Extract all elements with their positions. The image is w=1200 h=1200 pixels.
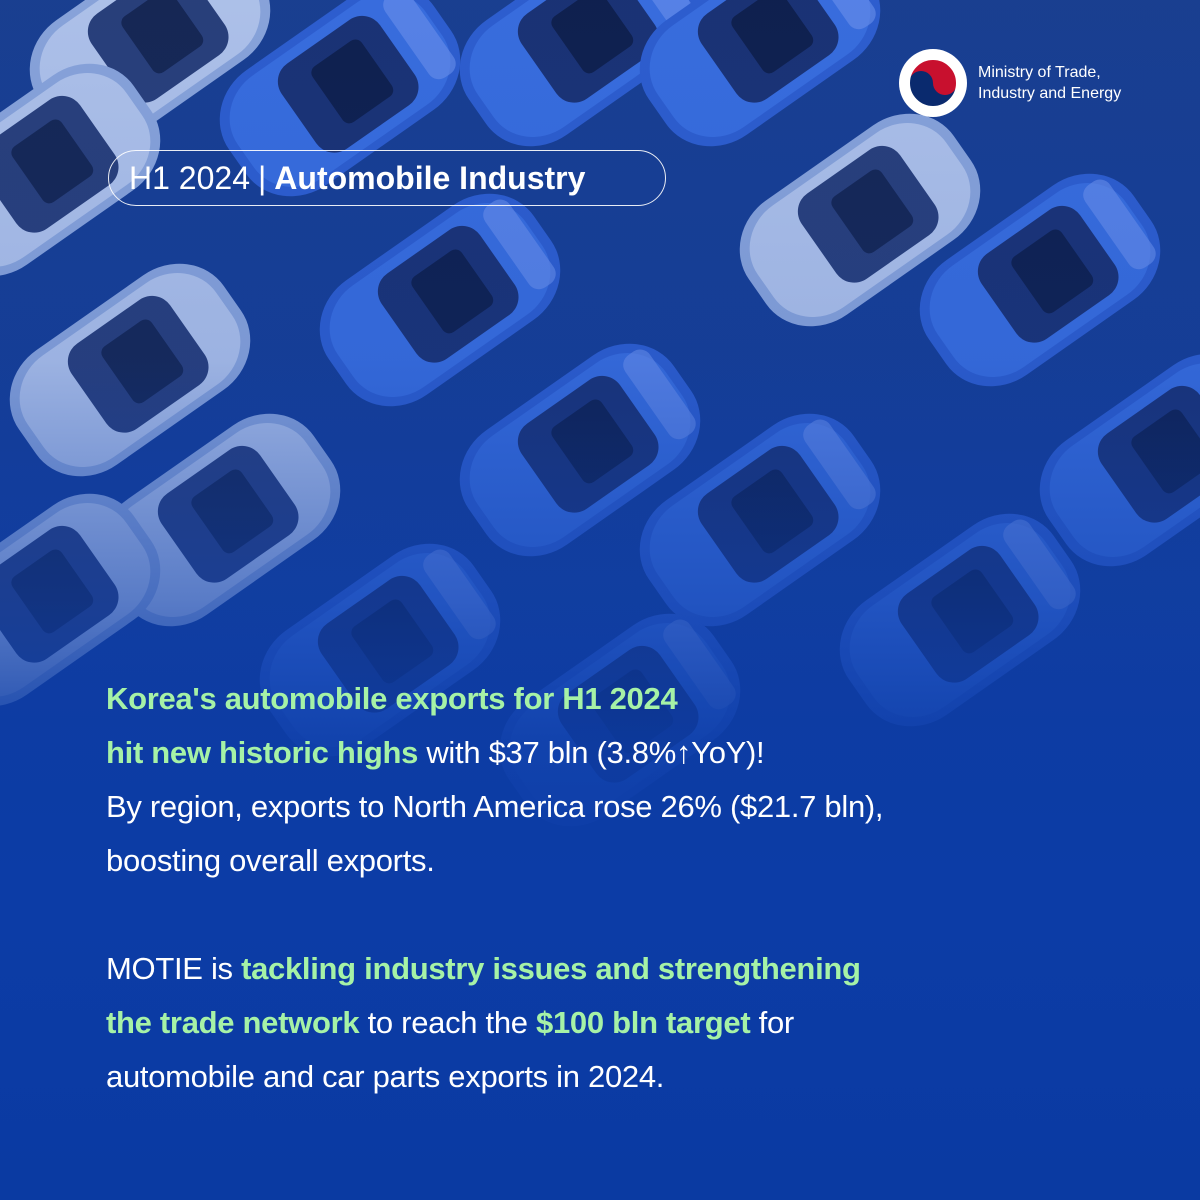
topic-badge: H1 2024 | Automobile Industry (108, 150, 666, 206)
paragraph1-line3: By region, exports to North America rose… (106, 789, 884, 824)
paragraph-gap (106, 888, 1116, 942)
ministry-name-line2: Industry and Energy (978, 85, 1122, 102)
highlight-text: the trade network (106, 1005, 360, 1040)
highlight-text: Korea's automobile exports for H1 2024 (106, 681, 678, 716)
paragraph1-line1: Korea's automobile exports for H1 2024 (106, 672, 1116, 726)
badge-separator: | (257, 159, 267, 196)
paragraph2-line2: the trade network to reach the $100 bln … (106, 996, 1116, 1050)
paragraph1-line2: hit new historic highs with $37 bln (3.8… (106, 726, 1116, 780)
paragraph2-line3: automobile and car parts exports in 2024… (106, 1059, 665, 1094)
highlight-text: $100 bln target (536, 1005, 751, 1040)
badge-topic: Automobile Industry (274, 159, 586, 196)
plain-text: MOTIE is (106, 951, 242, 986)
badge-period: H1 2024 (129, 159, 250, 196)
highlight-text: tackling industry issues and strengtheni… (241, 951, 861, 986)
paragraph1-line4: boosting overall exports. (106, 843, 435, 878)
plain-text: for (750, 1005, 795, 1040)
ministry-name-line1: Ministry of Trade, (978, 64, 1101, 81)
plain-text: with $37 bln (3.8%↑YoY)! (418, 735, 765, 770)
plain-text: to reach the (359, 1005, 537, 1040)
taegeuk-emblem-icon (899, 49, 967, 117)
body-text: Korea's automobile exports for H1 2024 h… (106, 672, 1116, 1104)
ministry-name: Ministry of Trade, Industry and Energy (978, 62, 1150, 104)
highlight-text: hit new historic highs (106, 735, 419, 770)
ministry-logo: Ministry of Trade, Industry and Energy (898, 48, 1150, 118)
paragraph2-line1: MOTIE is tackling industry issues and st… (106, 942, 1116, 996)
